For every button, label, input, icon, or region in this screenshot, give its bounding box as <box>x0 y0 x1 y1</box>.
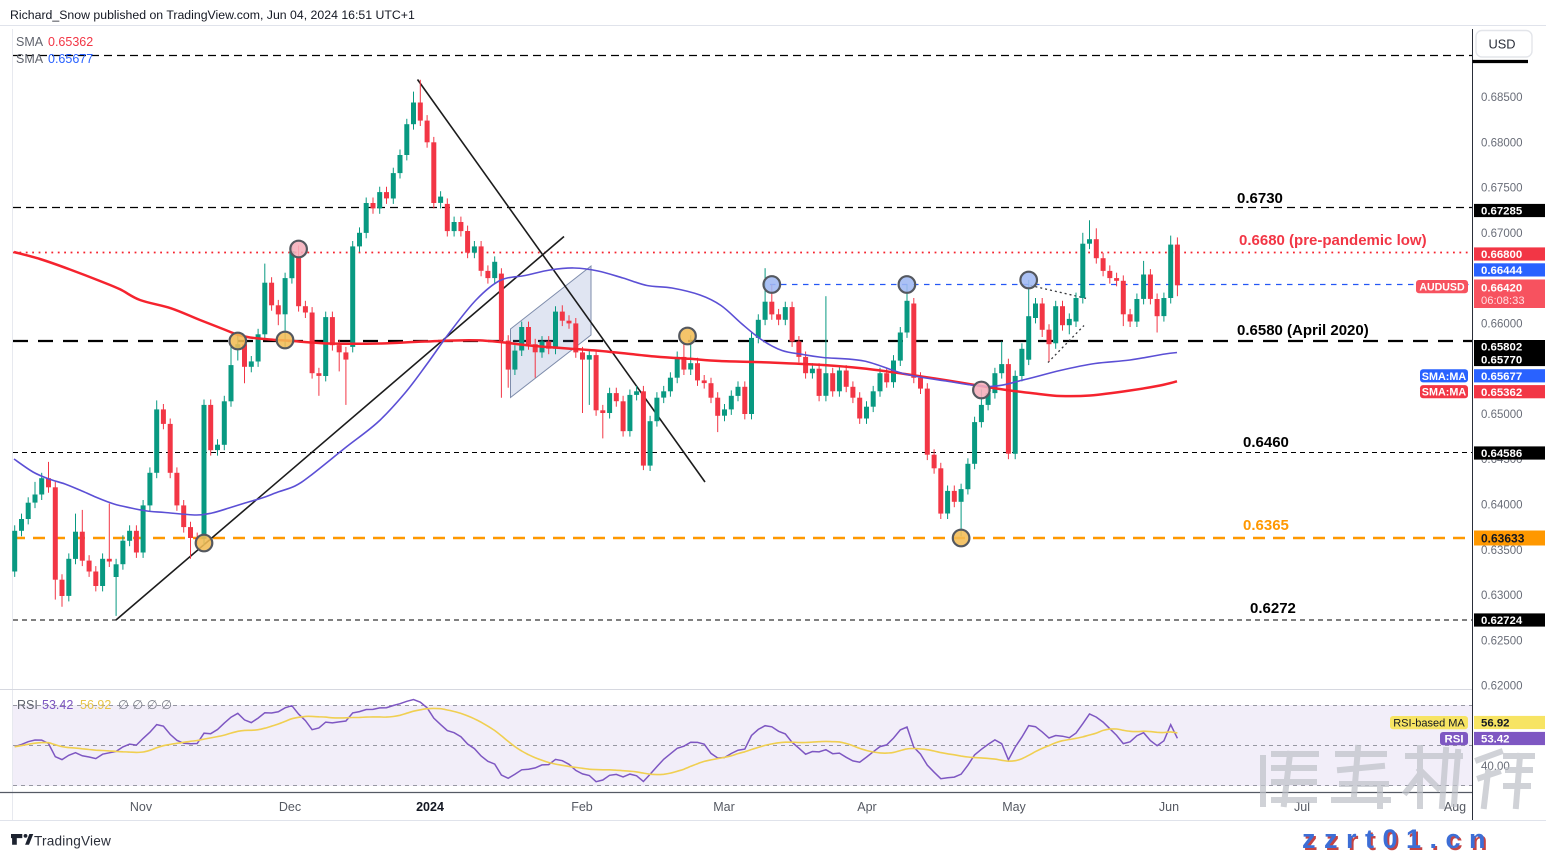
svg-text:53.42: 53.42 <box>42 698 73 712</box>
svg-text:Richard_Snow published on Trad: Richard_Snow published on TradingView.co… <box>10 8 415 22</box>
svg-text:0.63000: 0.63000 <box>1481 590 1523 602</box>
svg-text:0.62500: 0.62500 <box>1481 635 1523 647</box>
svg-text:RSI-based MA: RSI-based MA <box>1393 718 1465 730</box>
svg-text:0.67285: 0.67285 <box>1481 206 1523 218</box>
svg-text:0.66800: 0.66800 <box>1481 249 1522 261</box>
svg-text:0.64000: 0.64000 <box>1481 500 1523 512</box>
svg-text:0.65362: 0.65362 <box>1481 387 1522 399</box>
svg-text:0.65677: 0.65677 <box>48 52 93 66</box>
svg-text:0.65770: 0.65770 <box>1481 355 1522 367</box>
svg-text:May: May <box>1002 800 1026 814</box>
svg-text:0.6272: 0.6272 <box>1250 600 1296 617</box>
svg-text:RSI: RSI <box>1445 734 1464 746</box>
svg-text:0.68000: 0.68000 <box>1481 137 1523 149</box>
svg-text:0.68500: 0.68500 <box>1481 92 1523 104</box>
svg-text:RSI: RSI <box>17 698 38 712</box>
svg-text:TradingView: TradingView <box>34 834 111 849</box>
svg-text:Apr: Apr <box>857 800 876 814</box>
svg-text:0.66444: 0.66444 <box>1481 265 1523 277</box>
svg-text:0.66420: 0.66420 <box>1481 283 1522 295</box>
svg-text:Jun: Jun <box>1159 800 1179 814</box>
svg-text:56.92: 56.92 <box>80 698 111 712</box>
svg-text:zzrt01.cn: zzrt01.cn <box>1304 826 1496 856</box>
svg-text:Jul: Jul <box>1294 800 1310 814</box>
svg-text:0.65000: 0.65000 <box>1481 409 1523 421</box>
svg-text:SMA: SMA <box>16 52 44 66</box>
svg-text:Mar: Mar <box>713 800 735 814</box>
svg-text:0.63500: 0.63500 <box>1481 545 1523 557</box>
svg-text:0.6365: 0.6365 <box>1243 517 1289 534</box>
svg-text:∅ ∅ ∅ ∅: ∅ ∅ ∅ ∅ <box>118 698 172 712</box>
svg-text:0.66000: 0.66000 <box>1481 318 1523 330</box>
svg-text:Nov: Nov <box>130 800 153 814</box>
svg-text:0.62000: 0.62000 <box>1481 681 1523 693</box>
svg-text:0.64586: 0.64586 <box>1481 448 1522 460</box>
svg-text:0.65802: 0.65802 <box>1481 342 1522 354</box>
svg-text:Dec: Dec <box>279 800 301 814</box>
svg-text:SMA:MA: SMA:MA <box>1422 387 1467 399</box>
svg-text:06:08:33: 06:08:33 <box>1481 295 1525 307</box>
svg-text:2024: 2024 <box>416 800 444 814</box>
svg-text:AUDUSD: AUDUSD <box>1419 282 1465 294</box>
svg-text:0.6680 (pre-pandemic low): 0.6680 (pre-pandemic low) <box>1239 232 1427 249</box>
svg-text:0.6460: 0.6460 <box>1243 434 1289 451</box>
svg-text:SMA:MA: SMA:MA <box>1422 371 1467 383</box>
svg-text:0.65362: 0.65362 <box>48 35 93 49</box>
svg-text:0.67500: 0.67500 <box>1481 183 1523 195</box>
svg-text:0.62724: 0.62724 <box>1481 615 1523 627</box>
svg-text:USD: USD <box>1488 37 1515 52</box>
svg-text:0.6730: 0.6730 <box>1237 190 1283 207</box>
svg-text:0.67000: 0.67000 <box>1481 228 1523 240</box>
svg-text:53.42: 53.42 <box>1481 734 1510 746</box>
svg-text:zzrt01.cn: zzrt01.cn <box>1302 824 1494 854</box>
svg-text:0.63633: 0.63633 <box>1481 532 1525 546</box>
svg-text:0.65677: 0.65677 <box>1481 371 1522 383</box>
svg-text:SMA: SMA <box>16 35 44 49</box>
svg-text:0.6580 (April 2020): 0.6580 (April 2020) <box>1237 322 1369 339</box>
svg-text:56.92: 56.92 <box>1481 718 1510 730</box>
svg-text:Feb: Feb <box>571 800 593 814</box>
